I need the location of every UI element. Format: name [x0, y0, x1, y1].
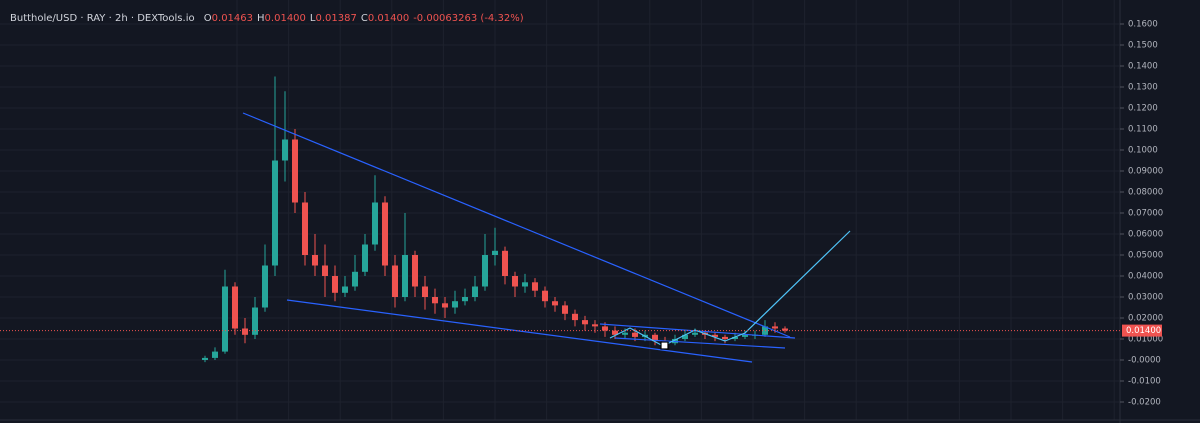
y-tick-label: 0.1200 — [1128, 104, 1158, 114]
y-tick-label: 0.1100 — [1128, 125, 1158, 135]
y-tick-label: 0.01000 — [1128, 335, 1163, 345]
y-tick-label: 0.07000 — [1128, 209, 1163, 219]
candle-body — [622, 332, 628, 335]
ohlc-key: O — [204, 13, 212, 24]
candle-body — [482, 255, 488, 287]
ohlc-key: C — [361, 13, 368, 24]
candle-body — [362, 244, 368, 272]
candle-body — [552, 301, 558, 306]
candle-body — [432, 297, 438, 304]
candle-body — [242, 328, 248, 335]
candle-body — [382, 202, 388, 266]
ohlc-value: 0.01400 — [368, 13, 409, 24]
candle-body — [712, 334, 718, 337]
candle-body — [452, 301, 458, 308]
y-tick-label: -0.0200 — [1128, 398, 1161, 408]
candle-body — [312, 255, 318, 266]
candle-body — [542, 290, 548, 302]
candle-body — [572, 313, 578, 321]
candle-body — [782, 328, 788, 331]
header: Butthole/USD · RAY · 2h · DEXTools.io O0… — [10, 13, 524, 24]
y-tick-label: 0.02000 — [1128, 314, 1163, 324]
marker — [660, 341, 669, 350]
candle-body — [252, 307, 258, 335]
ohlc-value: 0.01463 — [212, 13, 253, 24]
ohlc-key: H — [257, 13, 265, 24]
candle-body — [692, 332, 698, 335]
candle-body — [462, 297, 468, 302]
candle-body — [292, 139, 298, 203]
candle-body — [492, 250, 498, 255]
y-tick-label: 0.04000 — [1128, 272, 1163, 282]
last-price-box — [1122, 324, 1162, 337]
y-tick-label: 0.1400 — [1128, 62, 1158, 72]
trendline — [614, 337, 786, 349]
candle-body — [422, 286, 428, 297]
y-tick-label: -0.0100 — [1128, 377, 1161, 387]
candle-body — [472, 286, 478, 297]
candle-body — [412, 255, 418, 287]
candle-body — [722, 336, 728, 339]
candle-body — [302, 202, 308, 255]
candles — [202, 76, 788, 363]
y-axis: 0.1600 0.1500 0.1400 0.1300 0.1200 0.1100 0.10… — [1120, 20, 1163, 408]
y-tick-label: 0.09000 — [1128, 167, 1163, 177]
candle-body — [652, 334, 658, 342]
trendline — [242, 112, 791, 338]
candle-body — [742, 334, 748, 337]
candle-body — [772, 326, 778, 329]
y-tick-label: 0.03000 — [1128, 293, 1163, 303]
y-tick-label: 0.1000 — [1128, 146, 1158, 156]
candle-body — [332, 276, 338, 293]
chart-title: Butthole/USD · RAY · 2h · DEXTools.io — [10, 13, 195, 24]
candle-body — [202, 357, 208, 360]
candle-body — [522, 282, 528, 287]
y-tick-label: 0.1300 — [1128, 83, 1158, 93]
candle-body — [442, 303, 448, 308]
projection-line — [609, 230, 851, 347]
ohlc-value: 0.01400 — [265, 13, 306, 24]
candle-body — [632, 332, 638, 337]
candle-body — [392, 265, 398, 297]
y-tick-label: 0.1500 — [1128, 41, 1158, 51]
y-tick-label: 0.05000 — [1128, 251, 1163, 261]
ohlc-value: 0.01387 — [315, 13, 356, 24]
candle-body — [272, 160, 278, 266]
candle-body — [352, 271, 358, 287]
grid — [0, 0, 1120, 420]
y-tick-label: -0.0000 — [1128, 356, 1161, 366]
candle-body — [602, 326, 608, 331]
change: -0.00063263 (-4.32%) — [413, 13, 524, 24]
candle-body — [262, 265, 268, 308]
candle-body — [512, 276, 518, 287]
candle-body — [222, 286, 228, 352]
candle-body — [502, 250, 508, 276]
candle-body — [232, 286, 238, 329]
candle-body — [322, 265, 328, 276]
last-price-label: 0.01400 — [1126, 326, 1161, 336]
candle-body — [612, 330, 618, 335]
candle-body — [342, 286, 348, 293]
y-tick-label: 0.1600 — [1128, 20, 1158, 30]
y-tick-label: 0.08000 — [1128, 188, 1163, 198]
candle-body — [562, 305, 568, 314]
candle-body — [582, 320, 588, 325]
y-tick-label: 0.06000 — [1128, 230, 1163, 240]
ohlc-key: L — [310, 13, 316, 24]
candle-body — [532, 282, 538, 291]
candle-body — [282, 139, 288, 161]
candle-body — [592, 324, 598, 327]
candle-body — [402, 255, 408, 297]
candle-body — [212, 351, 218, 358]
candle-body — [732, 336, 738, 339]
candle-body — [682, 334, 688, 339]
candle-body — [372, 202, 378, 245]
